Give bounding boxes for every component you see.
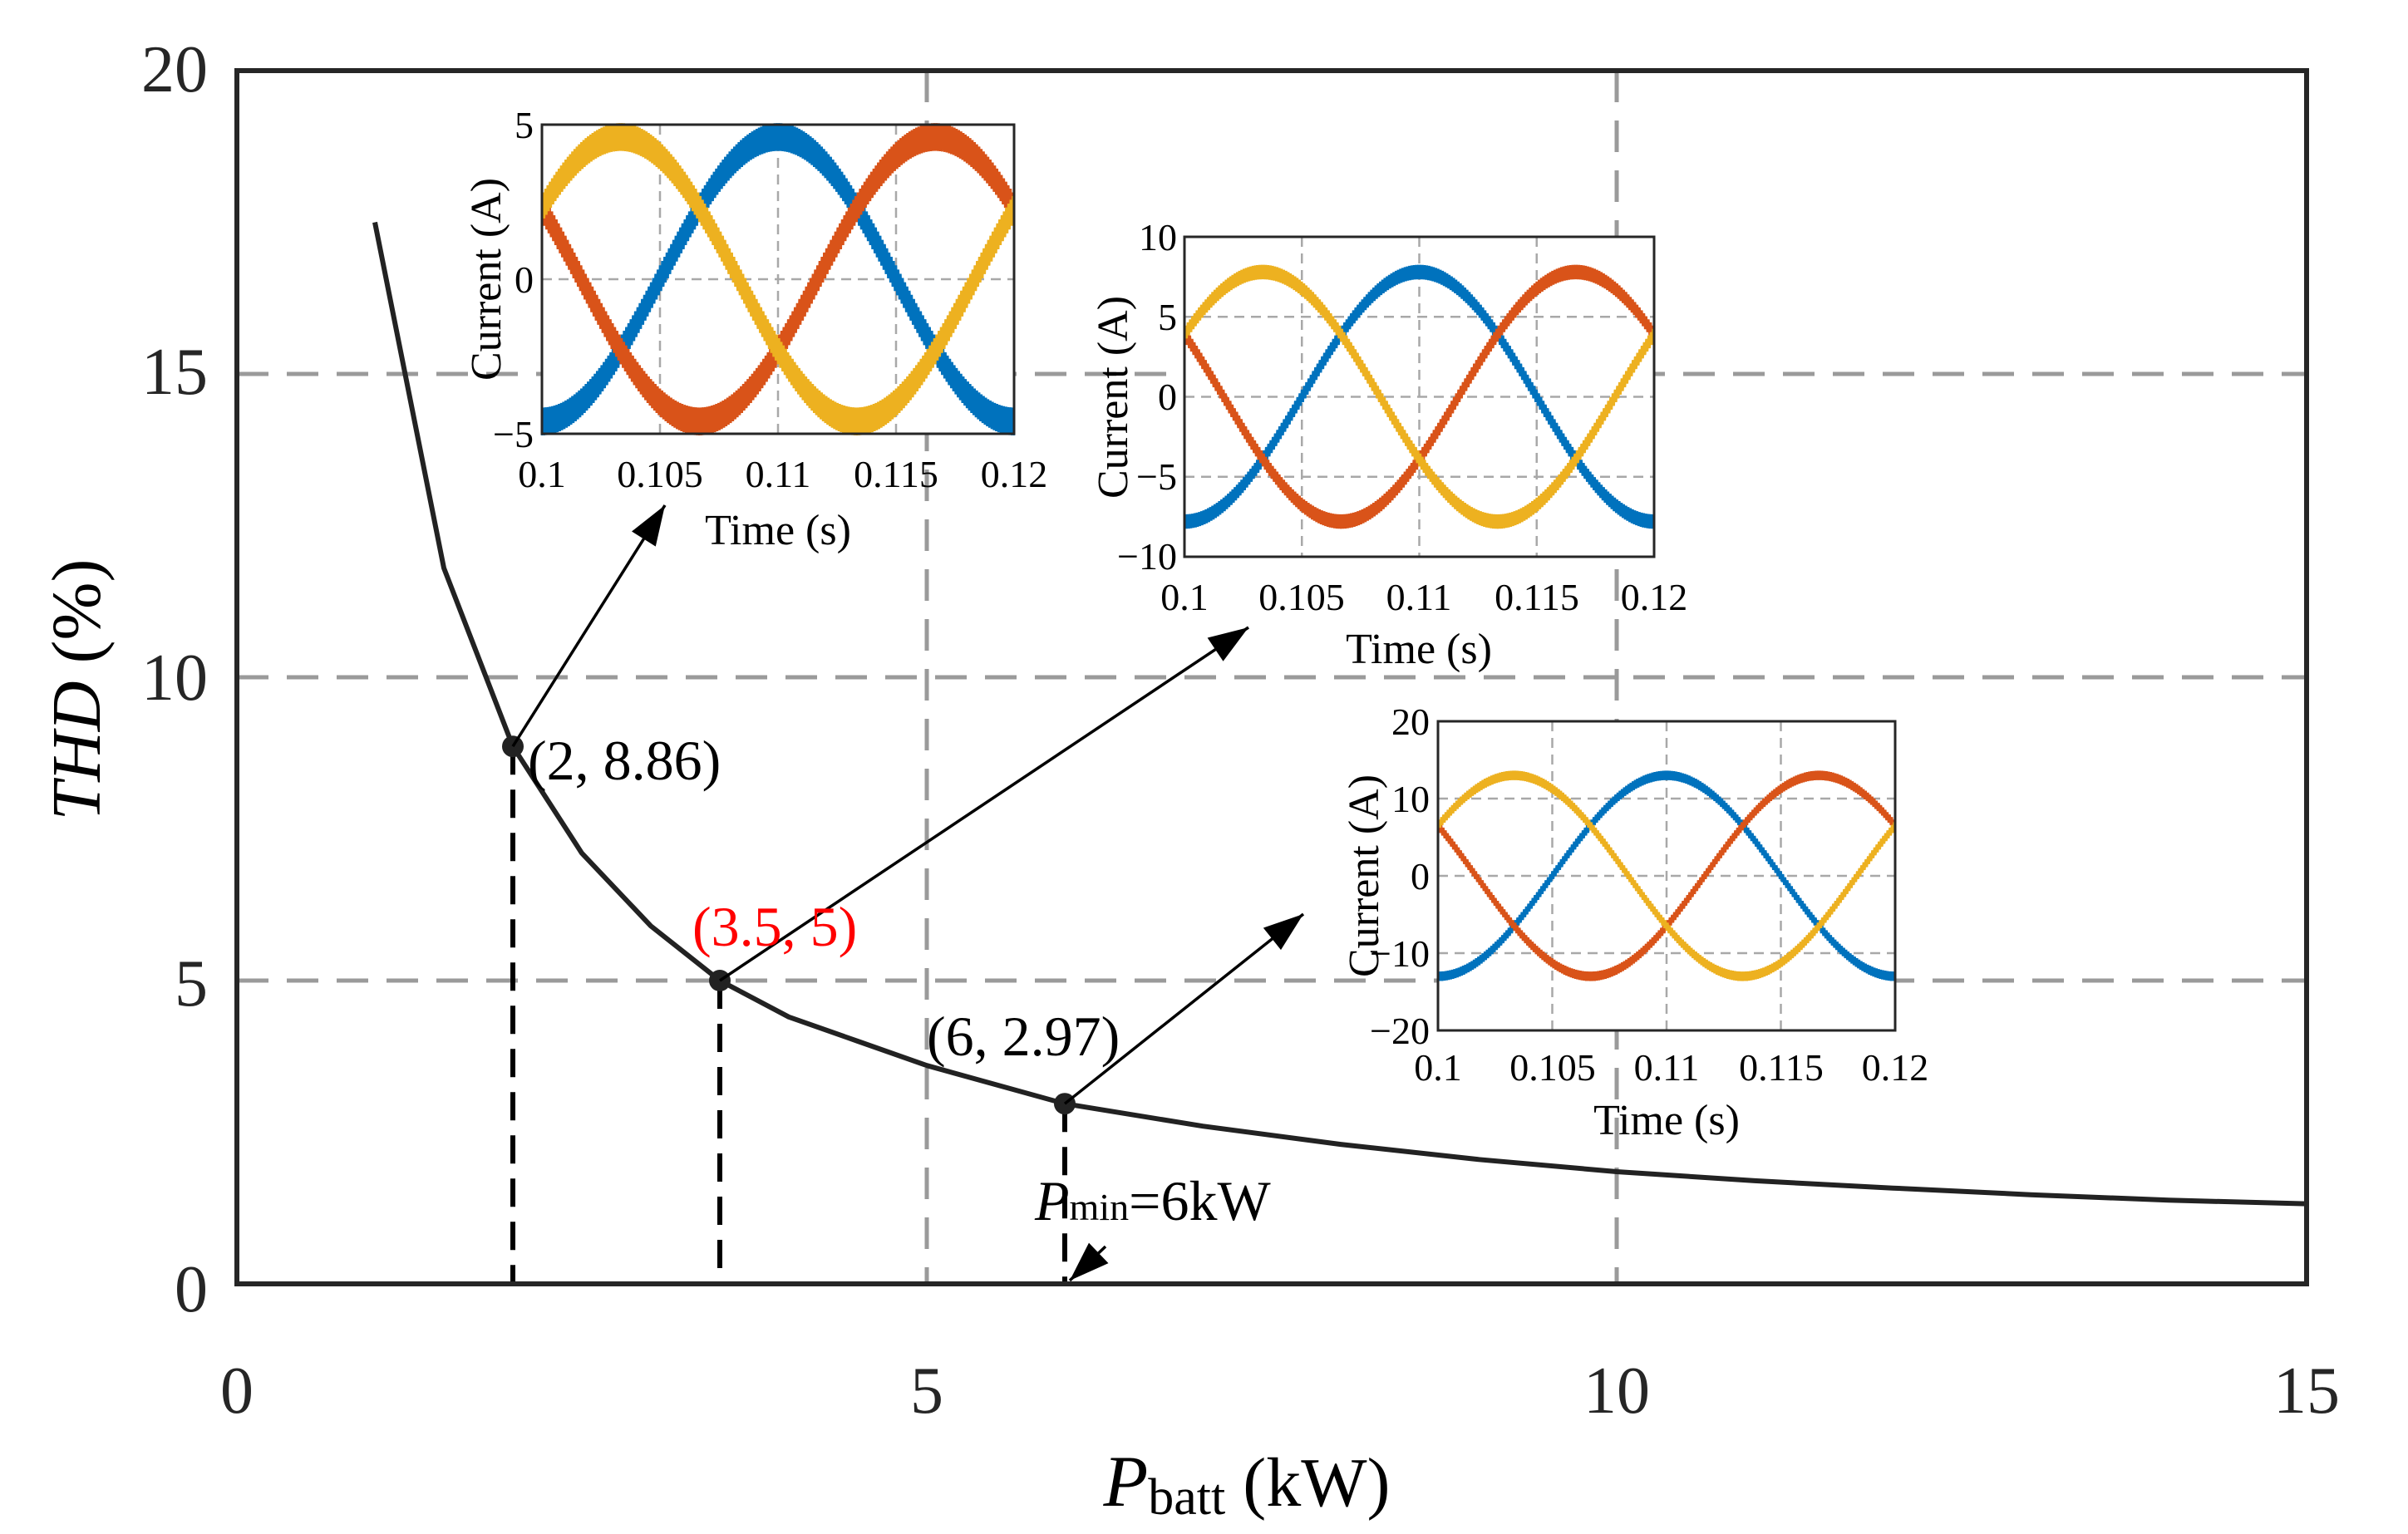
inset-frame bbox=[1183, 235, 1656, 558]
inset-3p5kw-plot bbox=[1183, 235, 1656, 558]
arrow-to-inset-2kw-head bbox=[632, 505, 665, 547]
inset-x-tick: 0.115 bbox=[1739, 1046, 1824, 1089]
marker-label-6kw: (6, 2.97) bbox=[927, 1005, 1120, 1068]
y-tick-label: 15 bbox=[141, 336, 208, 409]
arrow-to-inset-3p5kw bbox=[719, 626, 1249, 982]
pmin-subscript: min bbox=[1070, 1186, 1130, 1228]
pmin-symbol: P bbox=[1034, 1169, 1070, 1232]
inset-x-tick: 0.12 bbox=[1621, 576, 1688, 618]
plot-frame bbox=[234, 68, 2309, 1286]
inset-x-tick: 0.1 bbox=[1160, 576, 1209, 618]
inset-y-tick: 10 bbox=[1391, 778, 1430, 820]
x-axis-unit: (kW) bbox=[1225, 1444, 1390, 1522]
inset-y-tick: 0 bbox=[1158, 376, 1177, 418]
y-tick-label: 0 bbox=[175, 1253, 208, 1326]
inset-current-phase-c bbox=[1436, 770, 1897, 981]
inset-y-tick: 5 bbox=[515, 104, 534, 146]
marker-label-3p5kw: (3.5, 5) bbox=[692, 895, 857, 958]
inset-6kw: 20 10 0 −10 −20 0.1 0.105 0.11 0.115 0.1… bbox=[1341, 701, 1928, 1144]
main-plot bbox=[234, 68, 2309, 1286]
inset-y-tick: −5 bbox=[493, 413, 534, 455]
inset-x-tick: 0.12 bbox=[1862, 1046, 1929, 1089]
inset-x-tick: 0.11 bbox=[1386, 576, 1452, 618]
inset-y-tick: −10 bbox=[1370, 932, 1430, 975]
inset-y-tick: −20 bbox=[1370, 1010, 1430, 1052]
inset-x-tick: 0.1 bbox=[1414, 1046, 1462, 1089]
inset-3p5kw: 10 5 0 −5 −10 0.1 0.105 0.11 0.115 0.12 … bbox=[1090, 216, 1687, 673]
x-axis-symbol: P bbox=[1103, 1442, 1149, 1522]
inset-current-phase-c bbox=[1183, 264, 1656, 529]
arrow-to-inset-6kw-head bbox=[1263, 914, 1303, 951]
y-axis-symbol: THD bbox=[38, 681, 116, 820]
inset-x-tick: 0.105 bbox=[1258, 576, 1345, 618]
inset-y-label: Current (A) bbox=[463, 178, 510, 381]
x-tick-label: 15 bbox=[2273, 1355, 2340, 1428]
inset-6kw-plot bbox=[1436, 720, 1897, 1032]
inset-2kw: 5 0 −5 0.1 0.105 0.11 0.115 0.12 Time (s… bbox=[463, 104, 1047, 554]
inset-y-label: Current (A) bbox=[1090, 296, 1137, 499]
y-tick-label: 5 bbox=[175, 947, 208, 1020]
arrow-to-inset-6kw bbox=[1063, 912, 1305, 1105]
y-axis-title: THD (%) bbox=[38, 559, 116, 821]
inset-x-tick: 0.115 bbox=[1495, 576, 1579, 618]
inset-x-label: Time (s) bbox=[1593, 1097, 1740, 1144]
inset-x-tick: 0.11 bbox=[1634, 1046, 1700, 1089]
inset-x-label: Time (s) bbox=[705, 507, 851, 554]
inset-y-tick: 0 bbox=[1411, 855, 1430, 897]
inset-x-tick: 0.105 bbox=[617, 453, 703, 495]
inset-x-tick: 0.105 bbox=[1509, 1046, 1596, 1089]
inset-x-label: Time (s) bbox=[1346, 626, 1492, 673]
y-axis-unit: (%) bbox=[38, 559, 116, 681]
marker-label-2kw: (2, 8.86) bbox=[528, 729, 721, 792]
inset-current-phase-c bbox=[540, 123, 1016, 435]
inset-y-tick: 10 bbox=[1139, 216, 1177, 258]
inset-frame bbox=[1436, 720, 1897, 1032]
inset-x-tick: 0.1 bbox=[518, 453, 566, 495]
inset-y-tick: 5 bbox=[1158, 296, 1177, 338]
x-tick-label: 0 bbox=[220, 1355, 254, 1428]
y-tick-label: 20 bbox=[141, 33, 208, 106]
inset-y-tick: 20 bbox=[1391, 701, 1430, 743]
inset-frame bbox=[540, 123, 1016, 435]
inset-y-label: Current (A) bbox=[1341, 774, 1388, 977]
arrow-to-inset-2kw bbox=[511, 504, 667, 748]
inset-2kw-plot bbox=[540, 123, 1016, 435]
inset-x-tick: 0.115 bbox=[854, 453, 938, 495]
inset-x-tick: 0.11 bbox=[746, 453, 811, 495]
pmin-label: Pmin=6kW bbox=[1034, 1169, 1271, 1232]
arrow-to-inset-3p5kw-head bbox=[1207, 627, 1248, 661]
inset-y-tick: 0 bbox=[515, 258, 534, 301]
y-tick-label: 10 bbox=[141, 642, 208, 715]
arrow-pmin-head bbox=[1070, 1242, 1109, 1281]
x-tick-label: 5 bbox=[910, 1355, 943, 1428]
inset-x-tick: 0.12 bbox=[981, 453, 1048, 495]
pmin-rest: =6kW bbox=[1129, 1169, 1271, 1232]
x-axis-title: Pbatt (kW) bbox=[1103, 1442, 1391, 1526]
x-tick-label: 10 bbox=[1583, 1355, 1650, 1428]
x-axis-subscript: batt bbox=[1148, 1469, 1225, 1526]
inset-y-tick: −10 bbox=[1117, 535, 1177, 578]
inset-y-tick: −5 bbox=[1136, 455, 1177, 498]
